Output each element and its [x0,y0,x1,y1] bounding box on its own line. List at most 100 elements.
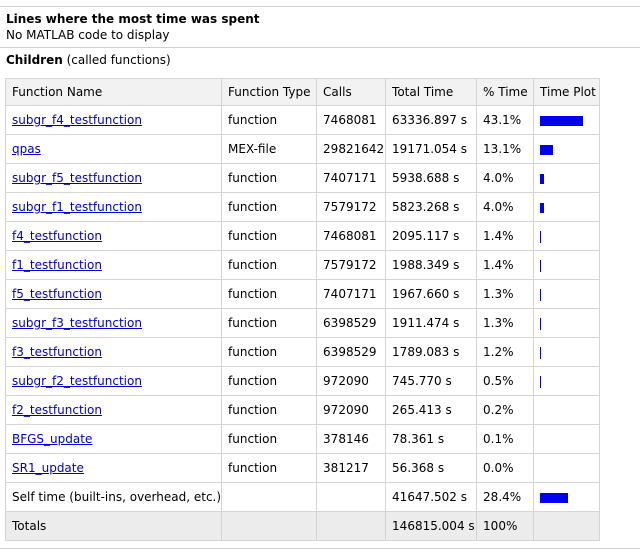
time-plot-bar [540,259,542,272]
self-time-calls [316,482,387,512]
time-plot-cell [533,308,601,338]
total-time-cell: 2095.117 s [385,221,478,251]
function-type-cell: function [221,105,318,135]
function-name-cell: subgr_f1_testfunction [4,192,223,222]
time-plot-bar [540,144,554,155]
lines-section-heading: Lines where the most time was spent [6,12,260,26]
totals-label: Totals [4,511,223,541]
percent-time-cell: 0.1% [476,424,535,454]
function-type-cell: function [221,366,318,396]
section-divider [0,47,640,48]
percent-time-cell: 43.1% [476,105,535,135]
table-row: f2_testfunction function 972090 265.413 s 0.… [4,395,601,425]
children-heading-label: Children [6,53,63,67]
time-plot-bar [540,288,542,301]
function-link[interactable]: subgr_f1_testfunction [12,200,142,214]
totals-percent: 100% [476,511,535,541]
table-row: SR1_update function 381217 56.368 s 0.0% [4,453,601,483]
percent-time-cell: 0.5% [476,366,535,396]
table-row: subgr_f5_testfunction function 7407171 5938… [4,163,601,193]
function-type-cell: function [221,250,318,280]
function-link[interactable]: f3_testfunction [12,345,102,359]
total-time-cell: 265.413 s [385,395,478,425]
function-link[interactable]: f2_testfunction [12,403,102,417]
function-name-cell: f1_testfunction [4,250,223,280]
total-time-cell: 1789.083 s [385,337,478,367]
percent-time-cell: 1.2% [476,337,535,367]
function-link[interactable]: subgr_f2_testfunction [12,374,142,388]
no-code-message: No MATLAB code to display [6,28,170,42]
total-time-cell: 78.361 s [385,424,478,454]
header-time-plot: Time Plot [533,78,601,106]
calls-cell: 972090 [316,395,387,425]
children-table: Function Name Function Type Calls Total … [4,78,601,541]
function-link[interactable]: subgr_f4_testfunction [12,113,142,127]
header-total-time: Total Time [385,78,478,106]
table-row: f3_testfunction function 6398529 1789.083 s… [4,337,601,367]
function-name-cell: f5_testfunction [4,279,223,309]
time-plot-cell [533,192,601,222]
children-section-heading: Children (called functions) [6,53,171,67]
function-type-cell: function [221,308,318,338]
function-link[interactable]: subgr_f5_testfunction [12,171,142,185]
time-plot-cell [533,221,601,251]
table-row: BFGS_update function 378146 78.361 s 0.1% [4,424,601,454]
function-name-cell: subgr_f3_testfunction [4,308,223,338]
percent-time-cell: 0.0% [476,453,535,483]
function-type-cell: function [221,424,318,454]
function-type-cell: function [221,395,318,425]
calls-cell: 7407171 [316,279,387,309]
time-plot-cell [533,395,601,425]
function-name-cell: subgr_f4_testfunction [4,105,223,135]
self-time-row: Self time (built-ins, overhead, etc.) 41… [4,482,601,512]
function-link[interactable]: BFGS_update [12,432,93,446]
function-link[interactable]: f1_testfunction [12,258,102,272]
function-name-cell: subgr_f2_testfunction [4,366,223,396]
header-percent-time: % Time [476,78,535,106]
percent-time-cell: 1.4% [476,221,535,251]
table-row: subgr_f1_testfunction function 7579172 5823… [4,192,601,222]
time-plot-cell [533,337,601,367]
total-time-cell: 1911.474 s [385,308,478,338]
function-link[interactable]: f5_testfunction [12,287,102,301]
calls-cell: 7579172 [316,250,387,280]
total-time-cell: 745.770 s [385,366,478,396]
time-plot-cell [533,134,601,164]
function-type-cell: function [221,221,318,251]
time-plot-bar [540,346,542,359]
header-function-type: Function Type [221,78,318,106]
header-calls: Calls [316,78,387,106]
self-time-percent: 28.4% [476,482,535,512]
calls-cell: 378146 [316,424,387,454]
time-plot-bar [540,492,569,503]
calls-cell: 7468081 [316,105,387,135]
function-name-cell: BFGS_update [4,424,223,454]
function-type-cell: function [221,279,318,309]
calls-cell: 29821642 [316,134,387,164]
time-plot-cell [533,424,601,454]
self-time-type [221,482,318,512]
function-name-cell: f2_testfunction [4,395,223,425]
total-time-cell: 63336.897 s [385,105,478,135]
time-plot-cell [533,279,601,309]
top-divider [0,6,640,7]
percent-time-cell: 1.4% [476,250,535,280]
self-time-total: 41647.502 s [385,482,478,512]
function-link[interactable]: qpas [12,142,41,156]
total-time-cell: 19171.054 s [385,134,478,164]
bottom-divider [0,548,640,549]
function-type-cell: MEX-file [221,134,318,164]
self-time-label: Self time (built-ins, overhead, etc.) [4,482,223,512]
time-plot-bar [540,317,542,330]
time-plot-bar [540,230,542,243]
function-name-cell: qpas [4,134,223,164]
time-plot-bar [540,115,584,126]
totals-type [221,511,318,541]
total-time-cell: 5823.268 s [385,192,478,222]
function-link[interactable]: subgr_f3_testfunction [12,316,142,330]
function-type-cell: function [221,453,318,483]
function-link[interactable]: f4_testfunction [12,229,102,243]
function-link[interactable]: SR1_update [12,461,84,475]
function-name-cell: f3_testfunction [4,337,223,367]
calls-cell: 6398529 [316,337,387,367]
